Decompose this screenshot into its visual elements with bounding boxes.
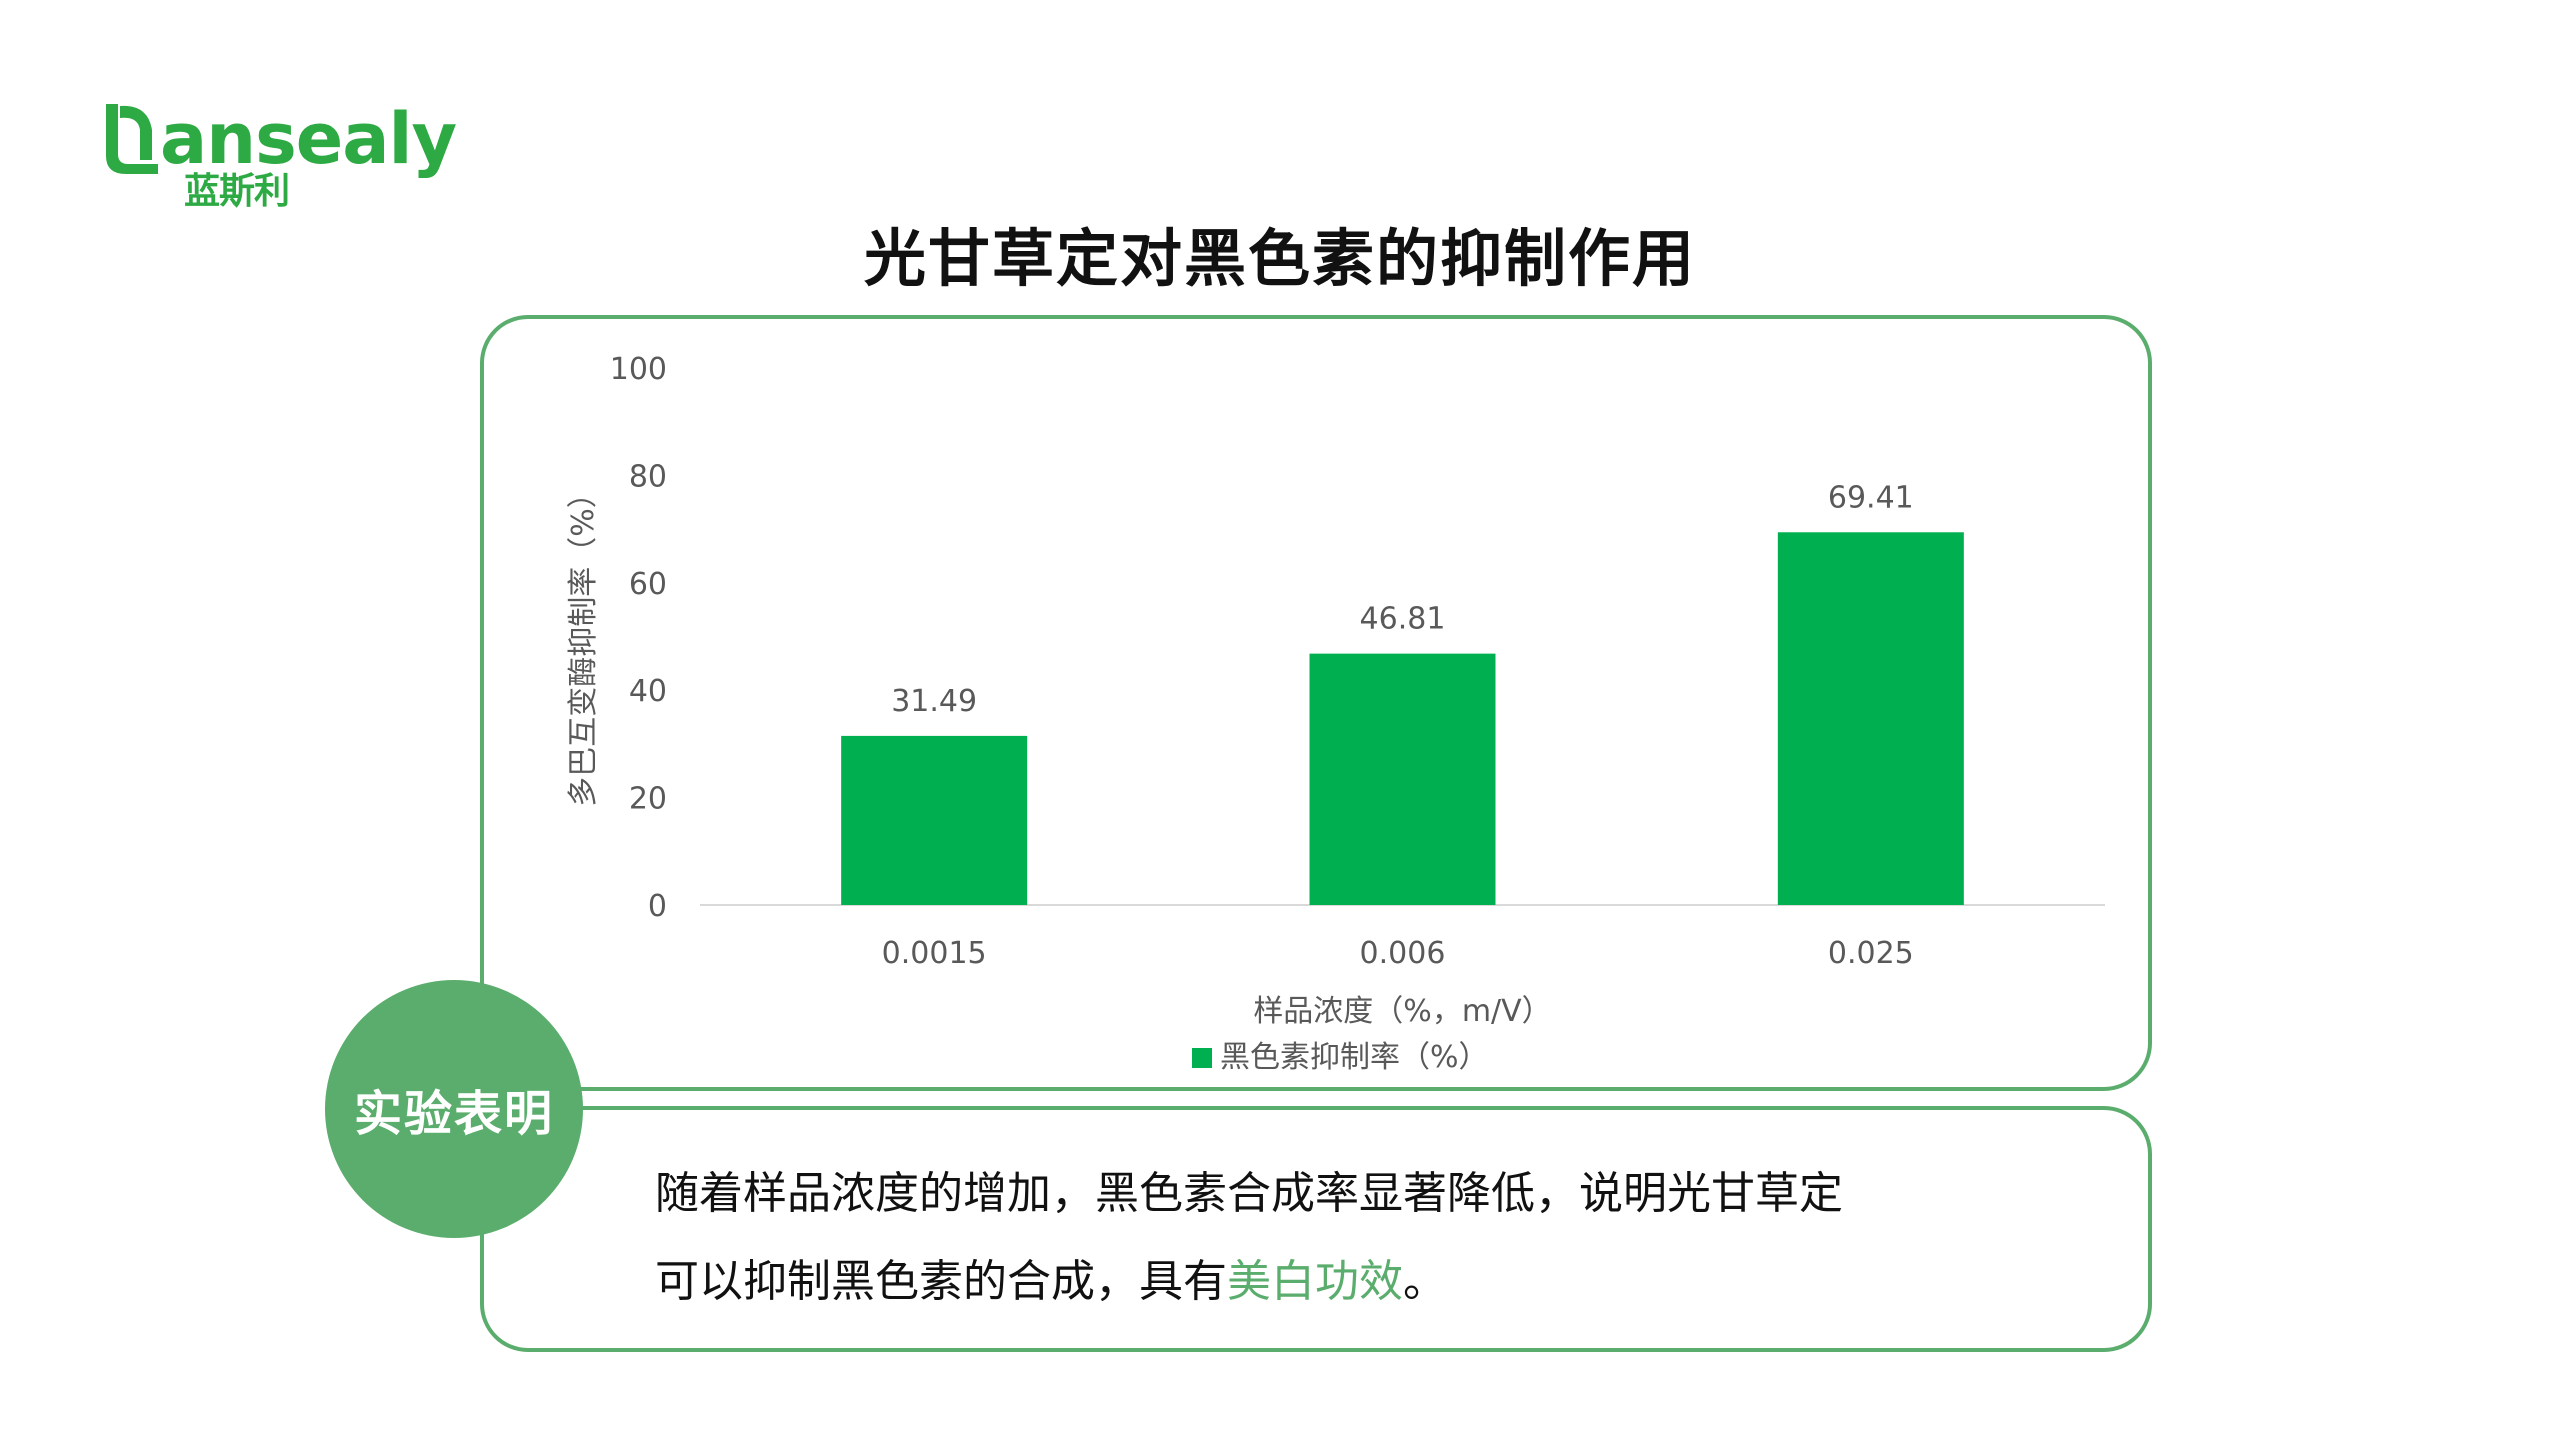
bar — [1309, 653, 1496, 905]
y-tick-label: 100 — [610, 352, 667, 387]
y-tick-label: 80 — [629, 459, 667, 494]
conclusion-panel — [480, 1106, 2152, 1352]
x-tick-label: 0.025 — [1828, 936, 1914, 971]
brand-logo: ansealy 蓝斯利 — [100, 100, 457, 220]
data-label: 46.81 — [1360, 602, 1446, 637]
data-label: 31.49 — [891, 684, 977, 719]
logo-wordmark: ansealy — [160, 98, 457, 180]
x-axis-title: 样品浓度（%，m/V） — [1253, 994, 1551, 1029]
legend-swatch — [1192, 1048, 1212, 1068]
badge-label: 实验表明 — [353, 1086, 554, 1142]
y-tick-label: 40 — [629, 674, 667, 709]
data-label: 69.41 — [1828, 480, 1914, 515]
y-tick-label: 60 — [629, 567, 667, 602]
y-tick-label: 20 — [629, 782, 667, 817]
conclusion-line-2: 可以抑制黑色素的合成，具有美白功效。 — [655, 1238, 2105, 1326]
conclusion-text: 随着样品浓度的增加，黑色素合成率显著降低，说明光甘草定 可以抑制黑色素的合成，具… — [655, 1150, 2105, 1326]
bar — [841, 735, 1028, 905]
x-tick-label: 0.006 — [1360, 936, 1446, 971]
conclusion-line-2-suffix: 。 — [1403, 1256, 1447, 1307]
x-tick-label: 0.0015 — [882, 936, 987, 971]
bar — [1777, 532, 1964, 905]
conclusion-badge: 实验表明 — [325, 980, 583, 1238]
leaf-logo-icon — [106, 104, 158, 174]
legend-label: 黑色素抑制率（%） — [1220, 1040, 1489, 1075]
conclusion-line-2-prefix: 可以抑制黑色素的合成，具有 — [655, 1256, 1227, 1307]
page-title: 光甘草定对黑色素的抑制作用 — [863, 222, 1696, 295]
bar-chart: 0 20 40 60 80 100 多巴互变酶抑制率（%） 31.49 0.0015 46.81 0… — [566, 352, 2105, 1075]
y-axis-title: 多巴互变酶抑制率（%） — [566, 478, 601, 807]
conclusion-line-1: 随着样品浓度的增加，黑色素合成率显著降低，说明光甘草定 — [655, 1168, 1843, 1219]
logo-chinese-name: 蓝斯利 — [184, 171, 290, 212]
y-tick-label: 0 — [648, 889, 667, 924]
conclusion-highlight: 美白功效 — [1227, 1256, 1403, 1307]
